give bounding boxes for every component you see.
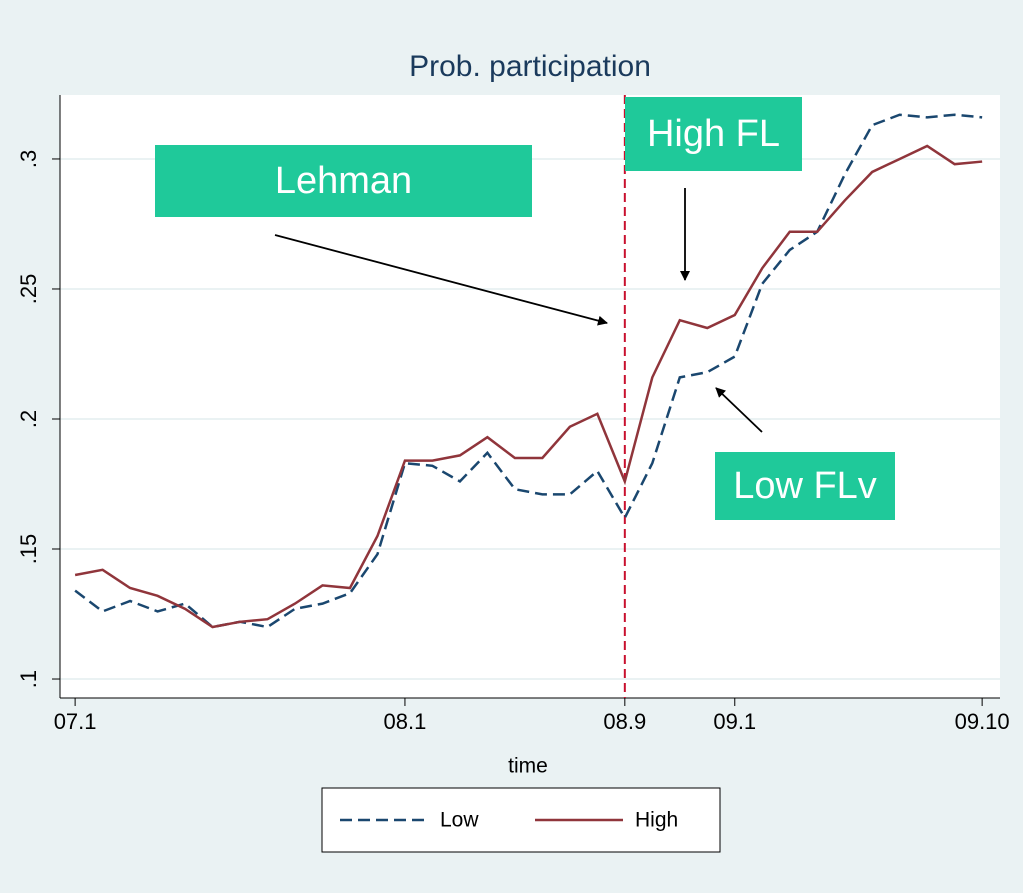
y-tick-label: .3 (16, 150, 41, 168)
annotation-arrow (715, 387, 763, 433)
y-tick-label: .2 (16, 410, 41, 428)
series-line (74, 144, 983, 629)
legend (321, 787, 721, 853)
y-tick-label: .15 (16, 534, 41, 565)
legend-label: High (635, 809, 678, 832)
legend-label: Low (440, 809, 479, 832)
x-tick-label: 09.10 (955, 709, 1010, 734)
annotation-text: Low FLv (733, 465, 877, 507)
y-tick-label: .25 (16, 274, 41, 305)
x-tick-label: 08.9 (603, 709, 646, 734)
chart-title: Prob. participation (409, 50, 651, 83)
annotation-box (625, 97, 802, 171)
annotation-text: Lehman (275, 160, 412, 202)
annotation-box (155, 145, 532, 217)
annotation-box (715, 452, 895, 520)
annotation-text: High FL (647, 113, 780, 155)
annotation-arrow (274, 234, 608, 326)
x-axis-label: time (508, 755, 548, 778)
x-tick-label: 08.1 (384, 709, 427, 734)
x-tick-label: 07.1 (54, 709, 97, 734)
x-tick-label: 09.1 (713, 709, 756, 734)
y-tick-label: .1 (16, 670, 41, 688)
